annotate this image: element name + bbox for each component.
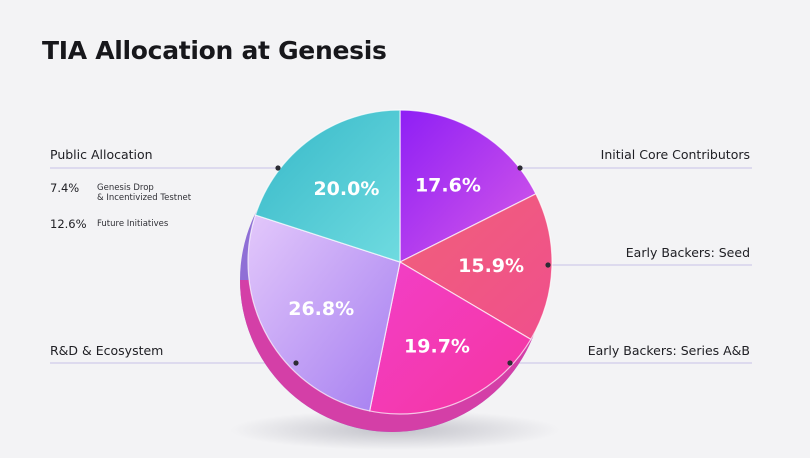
slice-value-label: 20.0% (313, 178, 379, 200)
legend-label-initial-core-contributors: Initial Core Contributors (601, 147, 750, 162)
breakdown-percent: 7.4% (50, 181, 79, 195)
breakdown-text: Genesis Drop & Incentivized Testnet (97, 183, 191, 203)
slice-value-label: 15.9% (458, 255, 524, 277)
slice-value-label: 26.8% (288, 298, 354, 320)
breakdown-percent: 12.6% (50, 217, 87, 231)
legend-label-early-backers-series-aandb: Early Backers: Series A&B (588, 343, 750, 358)
legend-label-randd-and-ecosystem: R&D & Ecosystem (50, 343, 163, 358)
guide-dot-randd-and-ecosystem (293, 360, 298, 365)
slice-value-label: 17.6% (415, 174, 481, 196)
breakdown-text-line: & Incentivized Testnet (97, 193, 191, 203)
guide-dot-early-backers-series-aandb (507, 360, 512, 365)
breakdown-text-line: Future Initiatives (97, 219, 168, 229)
breakdown-text: Future Initiatives (97, 219, 168, 229)
guide-dot-public-allocation (275, 165, 280, 170)
legend-label-early-backers-seed: Early Backers: Seed (626, 245, 750, 260)
guide-dot-early-backers-seed (545, 262, 550, 267)
guide-dot-initial-core-contributors (517, 165, 522, 170)
slice-value-label: 19.7% (404, 335, 470, 357)
legend-label-public-allocation: Public Allocation (50, 147, 153, 162)
breakdown-text-line: Genesis Drop (97, 183, 191, 193)
